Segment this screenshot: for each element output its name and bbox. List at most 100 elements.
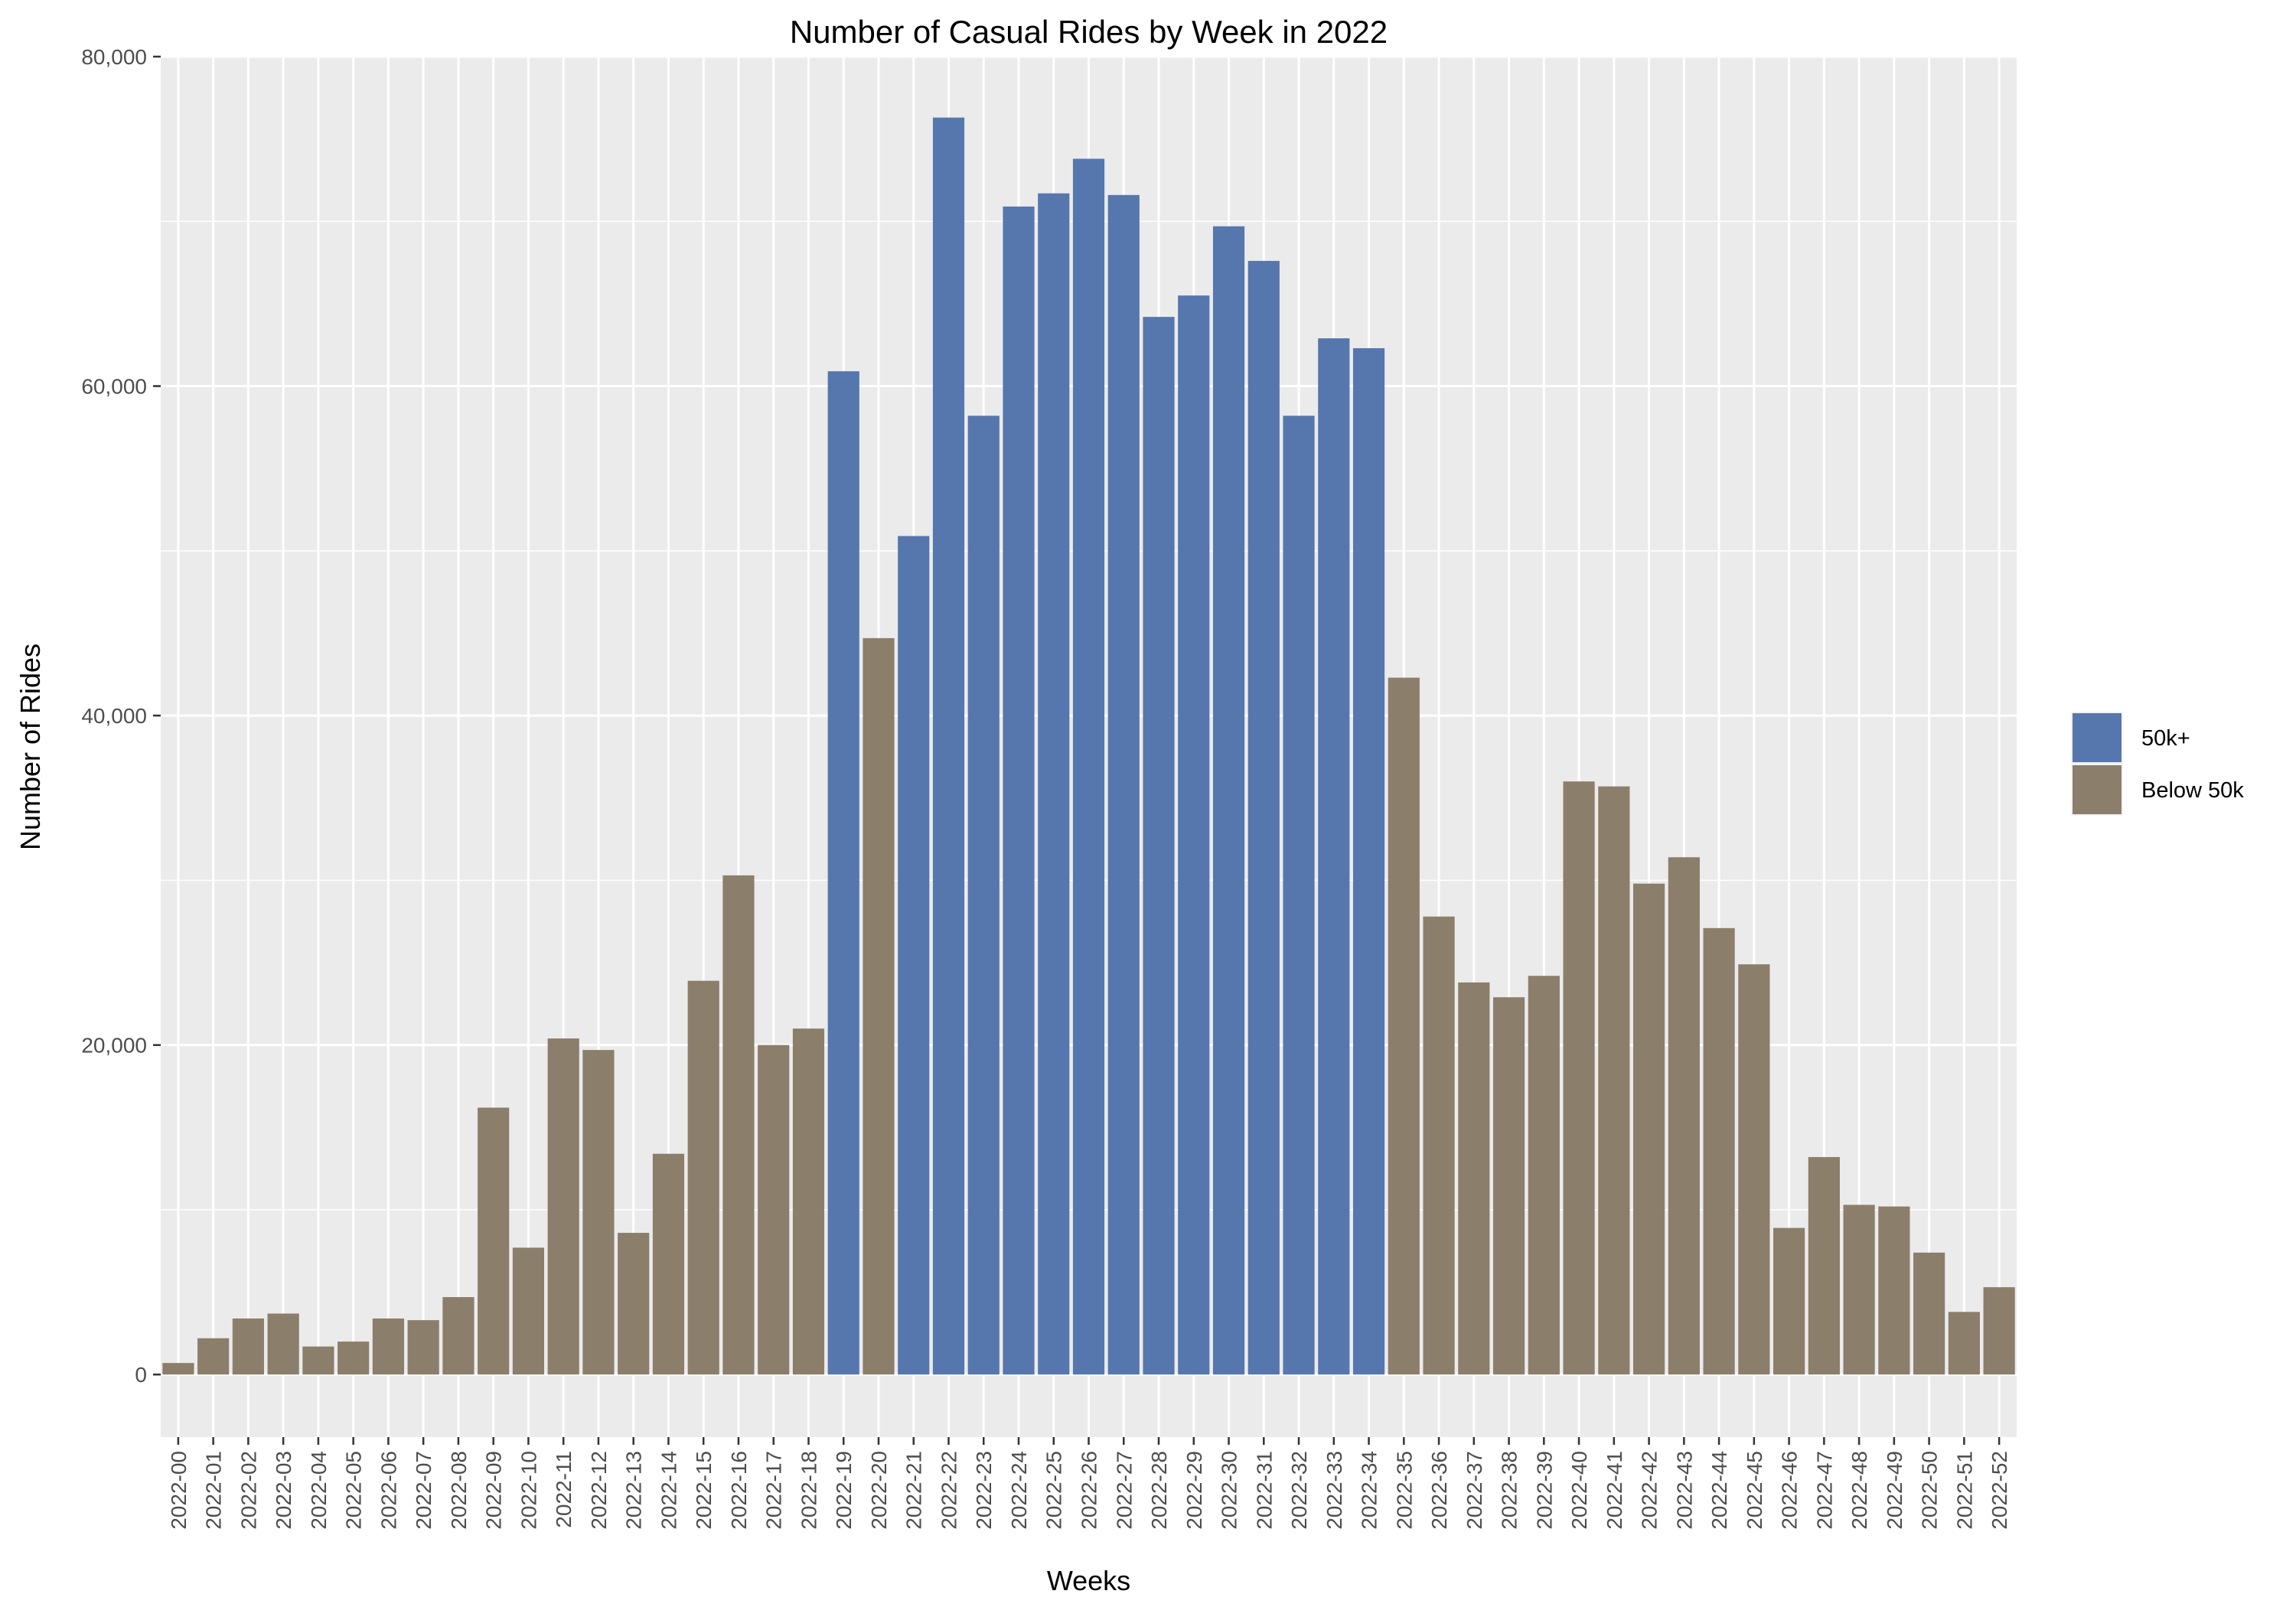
bar-2022-38 bbox=[1492, 997, 1525, 1375]
x-tick-label: 2022-14 bbox=[657, 1451, 680, 1530]
bar-2022-14 bbox=[652, 1153, 685, 1375]
x-tick-label: 2022-22 bbox=[937, 1451, 960, 1530]
x-tick-label: 2022-20 bbox=[867, 1451, 891, 1530]
legend-swatch bbox=[2073, 713, 2122, 762]
legend-label: 50k+ bbox=[2141, 726, 2190, 751]
bar-2022-47 bbox=[1808, 1157, 1840, 1375]
x-tick-label: 2022-38 bbox=[1498, 1451, 1521, 1530]
bar-2022-29 bbox=[1178, 295, 1210, 1375]
bar-2022-22 bbox=[932, 117, 965, 1375]
x-tick-label: 2022-47 bbox=[1812, 1451, 1836, 1530]
bar-2022-43 bbox=[1668, 857, 1700, 1375]
bar-2022-21 bbox=[898, 536, 930, 1375]
bar-2022-30 bbox=[1212, 226, 1245, 1375]
bar-2022-52 bbox=[1983, 1287, 2015, 1375]
bar-2022-45 bbox=[1738, 964, 1770, 1375]
x-tick-label: 2022-18 bbox=[797, 1451, 820, 1530]
x-tick-label: 2022-50 bbox=[1918, 1451, 1942, 1530]
y-axis-title: Number of Rides bbox=[15, 644, 46, 850]
bar-2022-03 bbox=[267, 1313, 299, 1375]
x-tick-label: 2022-19 bbox=[832, 1451, 856, 1530]
x-tick-label: 2022-51 bbox=[1952, 1451, 1976, 1530]
x-tick-label: 2022-39 bbox=[1532, 1451, 1556, 1530]
bar-2022-51 bbox=[1948, 1312, 1980, 1375]
x-tick-label: 2022-02 bbox=[236, 1451, 260, 1530]
bar-2022-18 bbox=[792, 1028, 825, 1375]
x-tick-label: 2022-11 bbox=[552, 1451, 576, 1528]
x-tick-label: 2022-13 bbox=[622, 1451, 646, 1530]
x-tick-label: 2022-17 bbox=[762, 1451, 786, 1530]
bar-2022-26 bbox=[1072, 158, 1105, 1375]
bar-2022-50 bbox=[1913, 1252, 1945, 1375]
y-tick-label: 0 bbox=[135, 1363, 147, 1387]
x-tick-label: 2022-21 bbox=[902, 1451, 926, 1530]
bar-2022-34 bbox=[1352, 348, 1385, 1375]
x-tick-label: 2022-00 bbox=[167, 1451, 191, 1530]
x-tick-label: 2022-49 bbox=[1883, 1451, 1906, 1530]
bar-2022-27 bbox=[1107, 194, 1140, 1375]
bar-2022-41 bbox=[1598, 786, 1630, 1375]
x-tick-label: 2022-52 bbox=[1988, 1451, 2011, 1530]
x-tick-label: 2022-48 bbox=[1848, 1451, 1871, 1530]
x-tick-label: 2022-42 bbox=[1638, 1451, 1662, 1530]
y-tick-label: 60,000 bbox=[81, 375, 147, 399]
x-tick-label: 2022-36 bbox=[1427, 1451, 1451, 1530]
bar-2022-17 bbox=[758, 1045, 790, 1375]
x-tick-label: 2022-40 bbox=[1567, 1451, 1591, 1530]
x-tick-label: 2022-15 bbox=[692, 1451, 716, 1530]
bar-2022-42 bbox=[1632, 883, 1665, 1375]
bar-2022-00 bbox=[162, 1363, 194, 1375]
bar-2022-19 bbox=[827, 371, 859, 1375]
bar-2022-08 bbox=[442, 1297, 475, 1375]
x-tick-label: 2022-32 bbox=[1287, 1451, 1311, 1530]
x-tick-label: 2022-07 bbox=[412, 1451, 435, 1530]
x-tick-label: 2022-37 bbox=[1463, 1451, 1486, 1530]
bar-2022-28 bbox=[1143, 317, 1175, 1375]
bar-2022-20 bbox=[863, 637, 895, 1375]
bar-2022-33 bbox=[1318, 338, 1350, 1375]
bar-2022-40 bbox=[1563, 781, 1595, 1375]
x-tick-label: 2022-23 bbox=[972, 1451, 996, 1530]
x-tick-label: 2022-05 bbox=[342, 1451, 366, 1530]
x-tick-label: 2022-43 bbox=[1672, 1451, 1696, 1530]
bar-2022-36 bbox=[1423, 916, 1455, 1375]
x-tick-label: 2022-09 bbox=[482, 1451, 506, 1530]
bar-2022-09 bbox=[478, 1107, 510, 1375]
x-tick-label: 2022-44 bbox=[1707, 1451, 1731, 1530]
bar-2022-24 bbox=[1003, 206, 1035, 1375]
bar-2022-48 bbox=[1843, 1204, 1875, 1375]
x-axis-title: Weeks bbox=[1047, 1565, 1130, 1596]
x-tick-label: 2022-41 bbox=[1603, 1451, 1626, 1530]
bars bbox=[162, 117, 2015, 1375]
x-tick-label: 2022-34 bbox=[1358, 1451, 1381, 1530]
bar-2022-07 bbox=[407, 1320, 439, 1375]
x-tick-label: 2022-30 bbox=[1218, 1451, 1241, 1530]
bar-2022-49 bbox=[1878, 1206, 1910, 1375]
x-axis: 2022-00 2022-01 2022-02 2022-03 2022-04 2022-… bbox=[167, 1437, 2011, 1530]
y-tick-label: 20,000 bbox=[81, 1034, 147, 1058]
y-tick-label: 40,000 bbox=[81, 704, 147, 728]
x-tick-label: 2022-27 bbox=[1112, 1451, 1136, 1530]
bar-2022-32 bbox=[1283, 416, 1315, 1375]
bar-2022-37 bbox=[1458, 982, 1490, 1375]
bar-2022-01 bbox=[197, 1338, 230, 1375]
bar-2022-16 bbox=[722, 875, 755, 1375]
x-tick-label: 2022-12 bbox=[587, 1451, 611, 1530]
bar-2022-06 bbox=[372, 1319, 404, 1375]
x-tick-label: 2022-26 bbox=[1078, 1451, 1101, 1530]
bar-2022-12 bbox=[582, 1050, 615, 1375]
bar-2022-46 bbox=[1773, 1227, 1805, 1375]
x-tick-label: 2022-16 bbox=[727, 1451, 751, 1530]
bar-2022-10 bbox=[512, 1247, 545, 1375]
legend: 50k+ Below 50k bbox=[2071, 712, 2244, 816]
y-axis: 0 20,000 40,000 60,000 80,000 bbox=[81, 45, 161, 1387]
bar-2022-11 bbox=[547, 1038, 579, 1375]
bar-2022-13 bbox=[618, 1233, 650, 1375]
bar-2022-35 bbox=[1388, 677, 1420, 1375]
x-tick-label: 2022-45 bbox=[1743, 1451, 1766, 1530]
bar-2022-23 bbox=[967, 416, 1000, 1375]
x-tick-label: 2022-35 bbox=[1392, 1451, 1416, 1530]
bar-2022-15 bbox=[687, 980, 719, 1375]
